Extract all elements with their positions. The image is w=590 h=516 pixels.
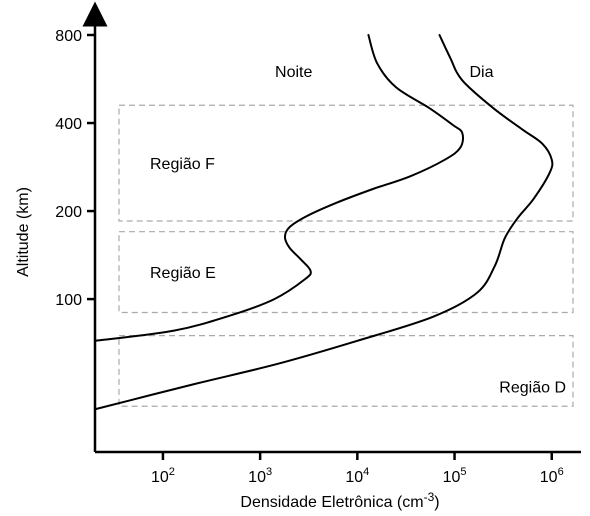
- x-tick-label: 102: [151, 466, 175, 486]
- region-label: Região F: [150, 156, 215, 173]
- x-tick-label: 103: [248, 466, 272, 486]
- x-tick-label: 105: [443, 466, 467, 486]
- y-ticks: 100 200 400 800: [55, 28, 95, 309]
- region-label: Região E: [150, 265, 216, 282]
- region-2: Região E: [118, 231, 574, 314]
- x-tick-label: 104: [345, 466, 369, 486]
- region-1: Região F: [118, 104, 574, 222]
- region-box: [118, 104, 574, 222]
- region-box: [118, 231, 574, 314]
- region-3: Região D: [118, 335, 574, 407]
- x-tick-label: 106: [540, 466, 564, 486]
- series-label-dia: Dia: [469, 64, 493, 81]
- series-line-dia: [94, 34, 554, 411]
- region-box: [118, 335, 574, 407]
- x-ticks: 102 103 104 105 106: [151, 452, 564, 486]
- y-tick-label: 100: [55, 292, 82, 309]
- regions-layer: Região F Região E Região D: [118, 104, 574, 407]
- series-label-noite: Noite: [275, 64, 312, 81]
- x-axis-title-exponent: -3: [424, 490, 435, 504]
- x-axis-title: Densidade Eletrônica (cm-3): [240, 490, 439, 511]
- x-axis-title-base: Densidade Eletrônica (cm: [240, 494, 423, 511]
- series-line-noite: [94, 34, 465, 342]
- region-label: Região D: [499, 379, 566, 396]
- y-tick-label: 800: [55, 28, 82, 45]
- y-tick-label: 400: [55, 116, 82, 133]
- y-tick-label: 200: [55, 204, 82, 221]
- series-layer: Noite Dia: [94, 34, 554, 411]
- y-axis-title: Altitude (km): [15, 187, 32, 277]
- x-axis-title-tail: ): [434, 494, 439, 511]
